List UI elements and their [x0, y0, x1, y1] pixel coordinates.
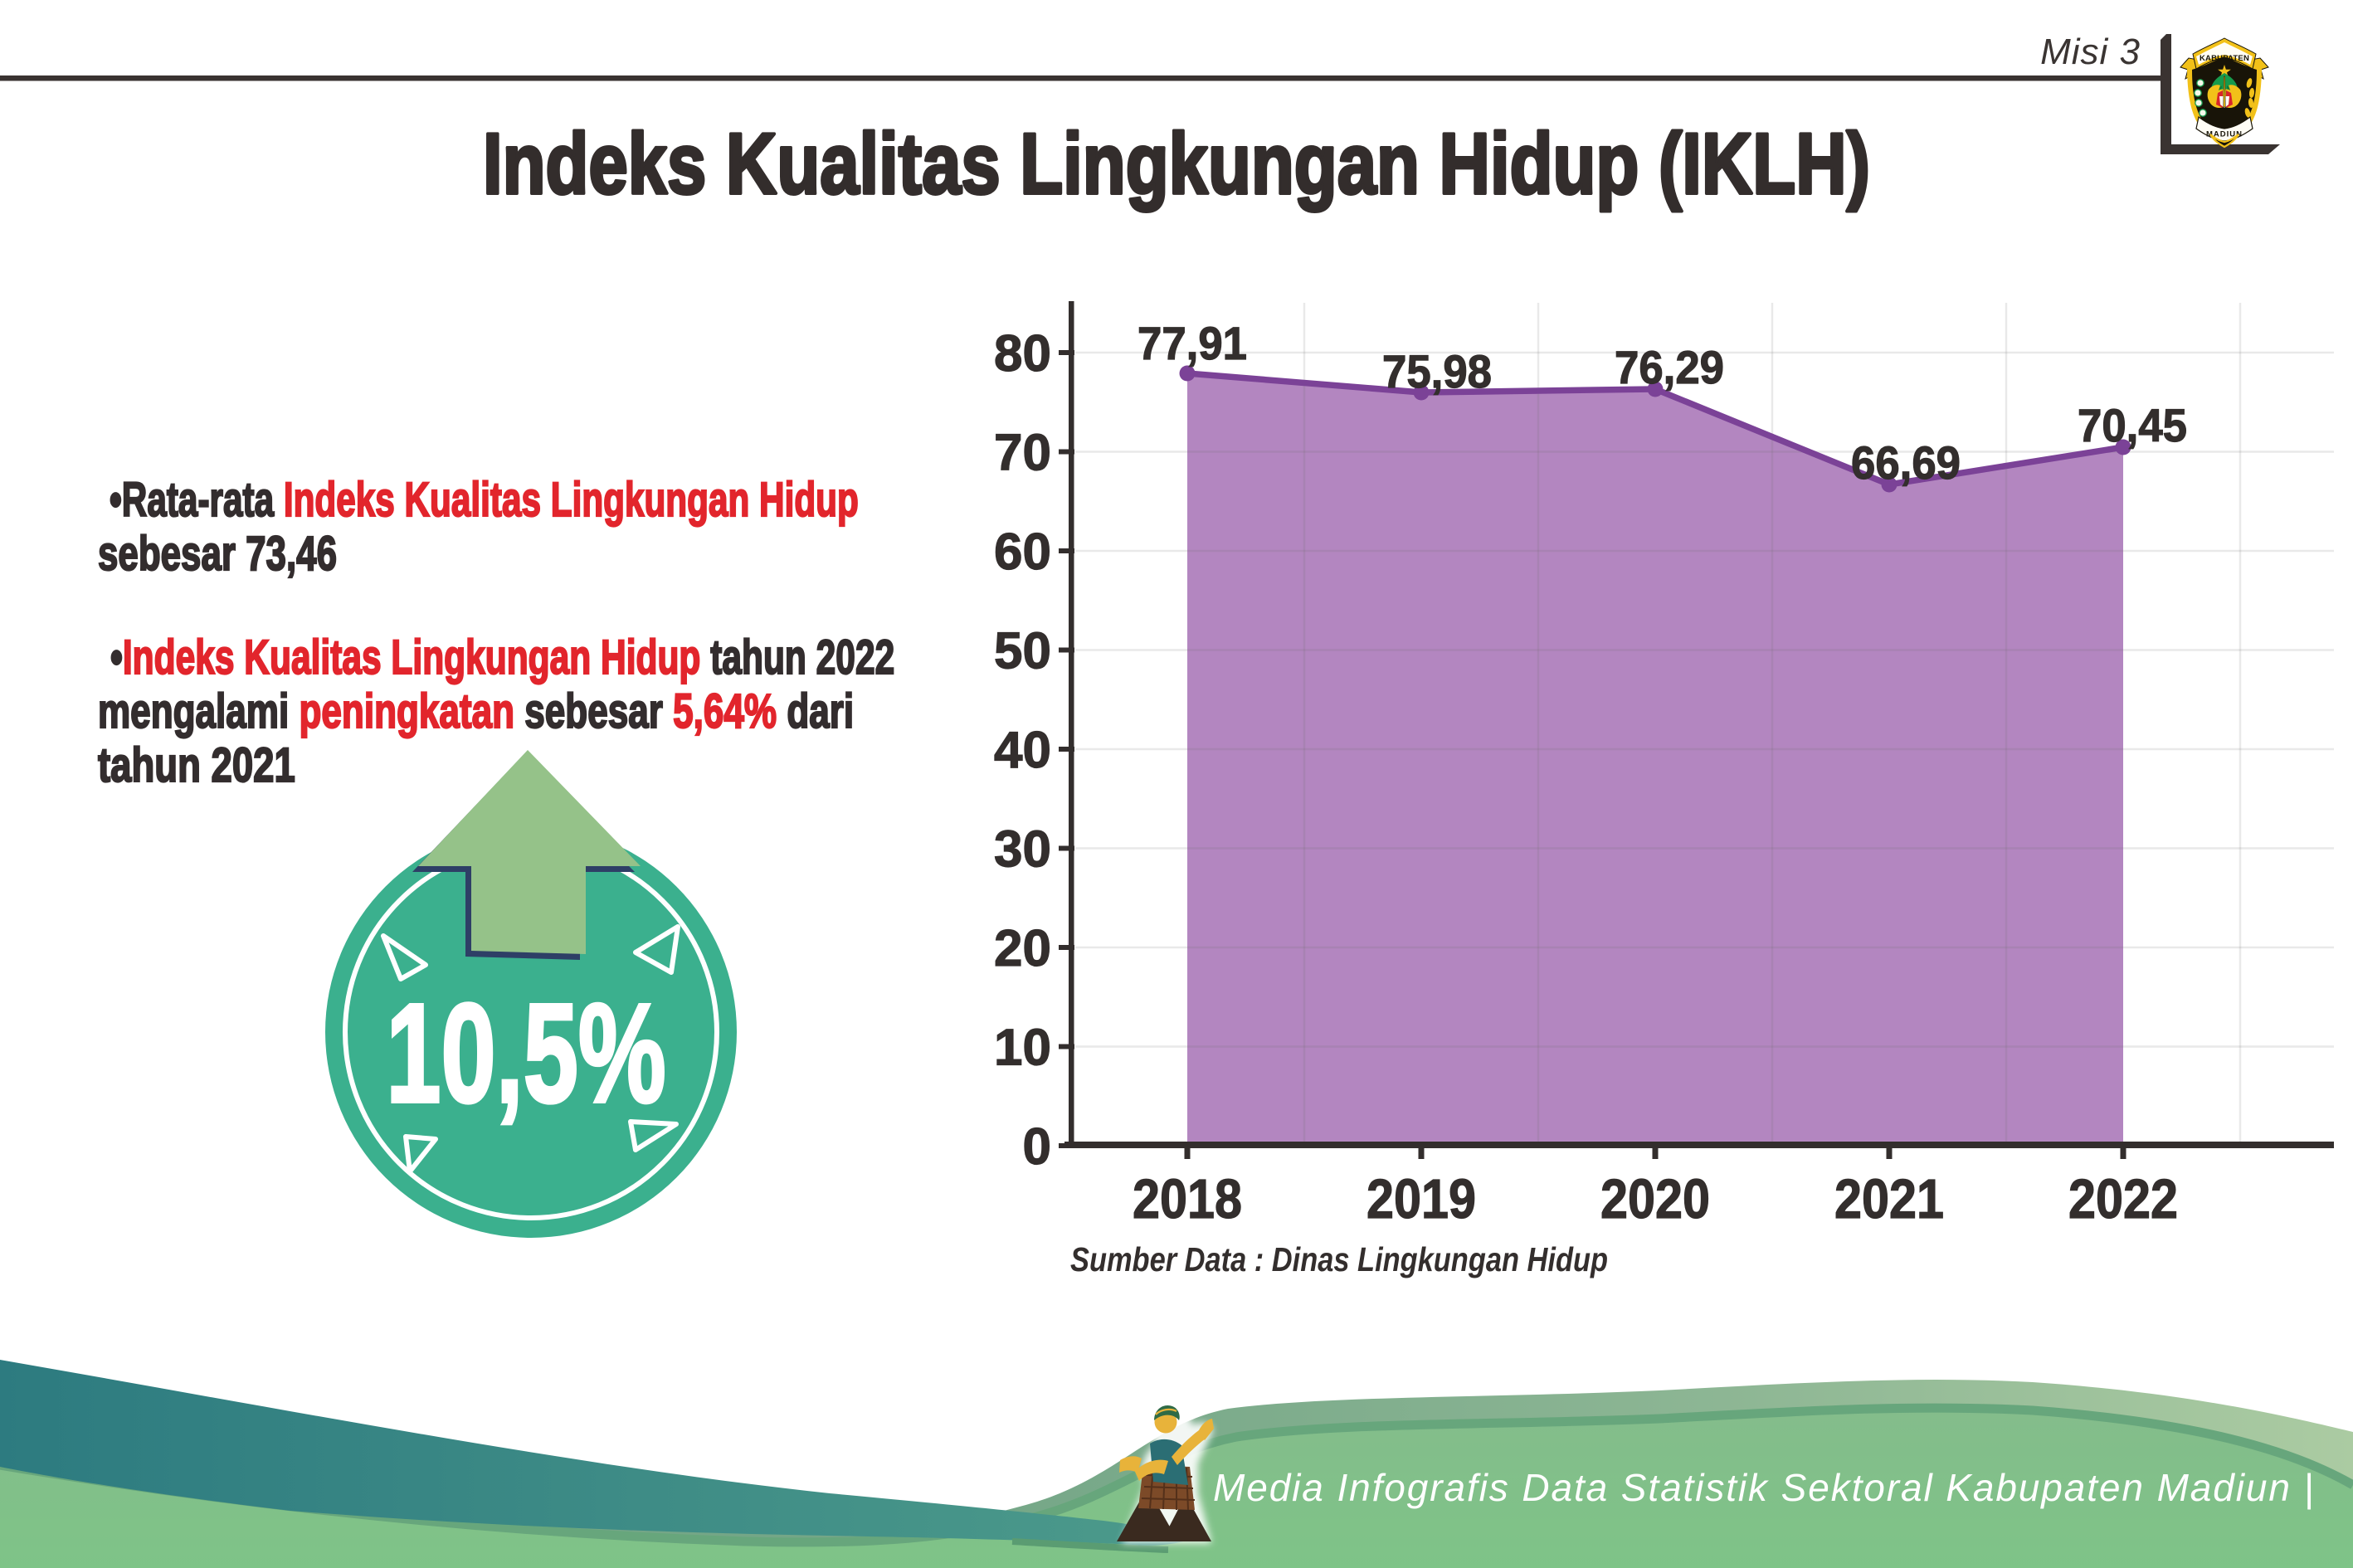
svg-text:60: 60	[994, 523, 1051, 581]
svg-text:Misi 3: Misi 3	[2040, 32, 2141, 72]
svg-text:2019: 2019	[1366, 1168, 1476, 1230]
svg-text:•Rata-rata Indeks Kualitas Lin: •Rata-rata Indeks Kualitas Lingkungan Hi…	[110, 472, 859, 526]
svg-text:Media Infografis Data Statisti: Media Infografis Data Statistik Sektoral…	[1213, 1466, 2315, 1509]
svg-text:tahun 2021: tahun 2021	[98, 739, 295, 793]
svg-text:2021: 2021	[1834, 1168, 1944, 1230]
svg-text:KABUPATEN: KABUPATEN	[2200, 54, 2249, 63]
svg-text:sebesar 73,46: sebesar 73,46	[98, 526, 337, 580]
svg-text:10,5%: 10,5%	[386, 975, 665, 1132]
svg-text:•Indeks Kualitas Lingkungan Hi: •Indeks Kualitas Lingkungan Hidup tahun …	[110, 631, 894, 684]
svg-text:20: 20	[994, 920, 1051, 977]
svg-text:2018: 2018	[1133, 1168, 1242, 1230]
svg-text:0: 0	[1023, 1118, 1051, 1176]
svg-text:40: 40	[994, 722, 1051, 779]
svg-text:77,91: 77,91	[1138, 317, 1247, 369]
svg-text:30: 30	[994, 821, 1051, 879]
svg-text:70,45: 70,45	[2078, 399, 2187, 451]
svg-text:2020: 2020	[1600, 1168, 1710, 1230]
svg-text:MADIUN: MADIUN	[2206, 130, 2243, 139]
svg-text:mengalami peningkatan sebesar: mengalami peningkatan sebesar 5,64% dari	[98, 684, 854, 738]
svg-text:Indeks Kualitas Lingkungan Hid: Indeks Kualitas Lingkungan Hidup (IKLH)	[483, 116, 1870, 212]
svg-text:2022: 2022	[2068, 1168, 2178, 1230]
svg-text:Sumber Data : Dinas Lingkungan: Sumber Data : Dinas Lingkungan Hidup	[1070, 1240, 1608, 1278]
svg-text:80: 80	[994, 325, 1051, 382]
svg-text:76,29: 76,29	[1615, 341, 1724, 393]
svg-text:75,98: 75,98	[1382, 345, 1492, 397]
svg-text:70: 70	[994, 425, 1051, 482]
svg-text:66,69: 66,69	[1851, 436, 1961, 489]
svg-text:10: 10	[994, 1020, 1051, 1077]
svg-text:50: 50	[994, 623, 1051, 680]
